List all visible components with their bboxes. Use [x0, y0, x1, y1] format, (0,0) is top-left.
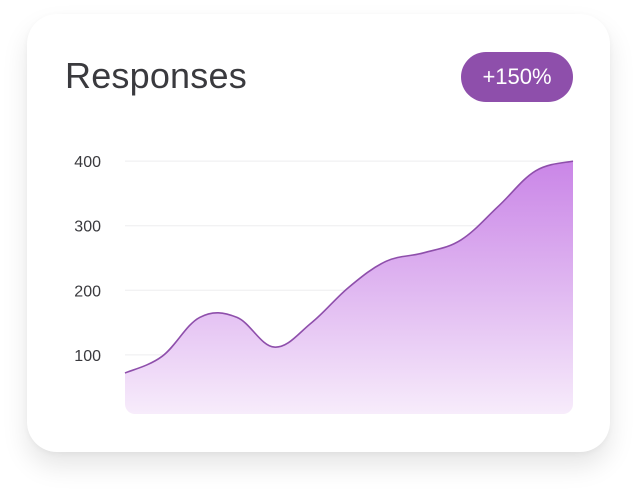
series-line — [124, 160, 574, 374]
card-title: Responses — [65, 55, 247, 96]
y-axis-ticks: 400 300 200 100 — [74, 154, 101, 365]
y-tick-label: 100 — [74, 348, 101, 365]
y-tick-label: 200 — [74, 283, 101, 300]
y-tick-label: 400 — [74, 154, 101, 171]
y-tick-label: 300 — [74, 219, 101, 236]
growth-badge: +150% — [461, 52, 573, 102]
